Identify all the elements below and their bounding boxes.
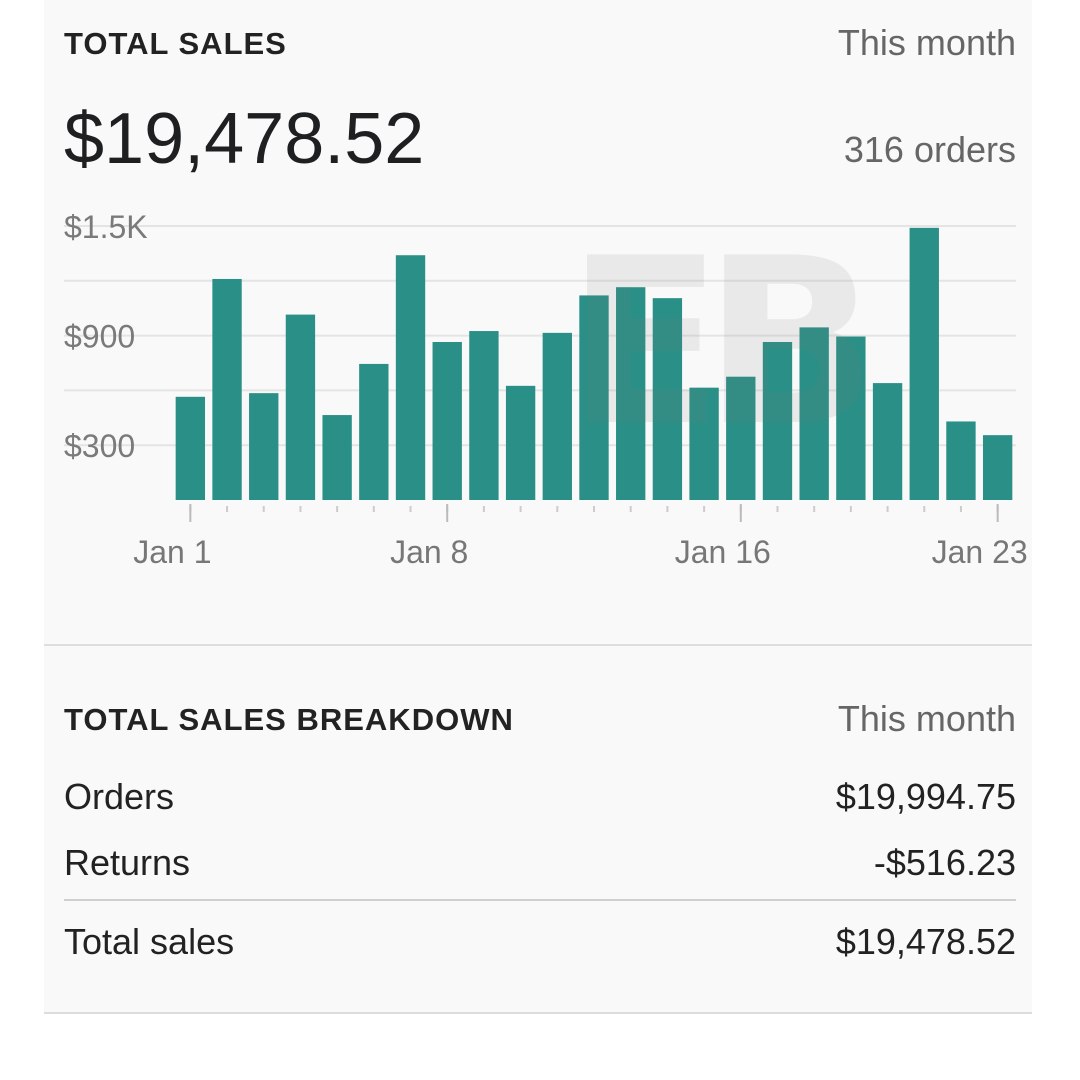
bar-jan-12 [579, 295, 609, 500]
breakdown-total-label: Total sales [64, 921, 235, 962]
bar-jan-18 [799, 327, 829, 500]
total-sales-amount: $19,478.52 [64, 99, 425, 179]
section-divider [44, 644, 1032, 646]
bar-jan-17 [762, 341, 793, 500]
bar-jan-21 [909, 227, 939, 500]
bar-jan-7 [395, 255, 426, 500]
bar-jan-14 [652, 298, 683, 500]
breakdown-row-orders-label: Orders [64, 776, 175, 817]
orders-count: 316 orders [843, 129, 1016, 170]
bar-jan-1 [175, 396, 206, 500]
bar-jan-5 [322, 415, 352, 500]
x-tick-label: Jan 16 [675, 534, 771, 570]
total-sales-period[interactable]: This month [837, 22, 1016, 63]
bar-jan-13 [616, 287, 646, 500]
bar-jan-4 [285, 314, 316, 500]
bar-jan-22 [946, 421, 976, 500]
y-tick-label: $300 [64, 428, 135, 464]
breakdown-period[interactable]: This month [837, 698, 1016, 739]
sales-bar-chart: $300 $900 $1.5K Jan 1 Jan 8 Jan 16 Jan 23 [64, 209, 1028, 570]
bar-jan-9 [469, 331, 499, 500]
x-tick-label: Jan 1 [133, 534, 211, 570]
breakdown-total-value: $19,478.52 [835, 921, 1016, 962]
bar-jan-16 [726, 376, 756, 500]
breakdown-row-returns-label: Returns [64, 842, 191, 883]
bar-jan-11 [542, 332, 572, 500]
y-tick-label: $1.5K [64, 209, 148, 245]
x-tick-label: Jan 8 [390, 534, 468, 570]
sales-card [44, 0, 1032, 1014]
total-sales-title: TOTAL SALES [64, 26, 287, 61]
breakdown-row-returns-value: -$516.23 [873, 842, 1016, 883]
y-tick-label: $900 [64, 319, 135, 355]
bar-jan-19 [836, 336, 866, 500]
bar-jan-10 [505, 385, 536, 500]
bar-jan-15 [689, 387, 719, 500]
bar-jan-23 [982, 435, 1013, 500]
breakdown-row-orders-value: $19,994.75 [835, 776, 1016, 817]
bar-jan-6 [359, 363, 389, 500]
bar-jan-2 [212, 278, 242, 500]
breakdown-total-separator [64, 899, 1016, 901]
bar-jan-8 [432, 341, 462, 500]
breakdown-title: TOTAL SALES BREAKDOWN [64, 702, 514, 737]
bar-jan-20 [872, 383, 903, 500]
x-tick-label: Jan 23 [932, 534, 1028, 570]
bar-jan-3 [249, 393, 279, 500]
